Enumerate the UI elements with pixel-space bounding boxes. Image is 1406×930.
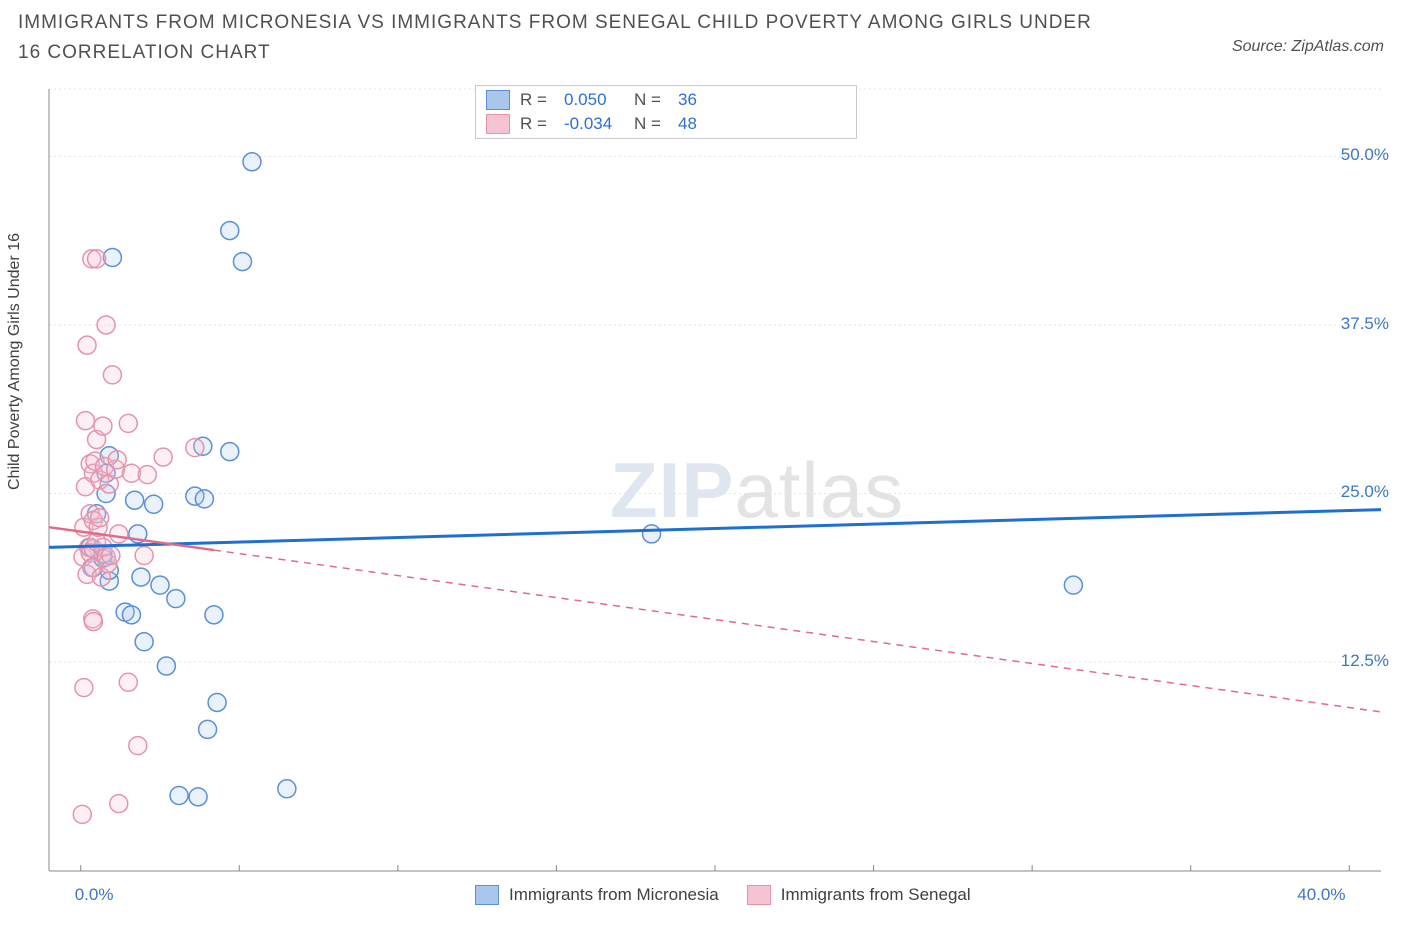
legend-item-micronesia: Immigrants from Micronesia	[475, 885, 719, 905]
y-tick-label: 25.0%	[1341, 482, 1389, 502]
stat-value-n: 48	[678, 114, 738, 134]
series-legend: Immigrants from Micronesia Immigrants fr…	[475, 885, 1075, 905]
y-tick-label: 50.0%	[1341, 145, 1389, 165]
stats-legend: R = 0.050 N = 36 R = -0.034 N = 48	[475, 85, 857, 139]
page-title: IMMIGRANTS FROM MICRONESIA VS IMMIGRANTS…	[18, 8, 1118, 69]
stat-label-r: R =	[520, 90, 554, 110]
legend-label: Immigrants from Micronesia	[509, 885, 719, 905]
stat-label-n: N =	[634, 114, 668, 134]
stat-value-r: 0.050	[564, 90, 624, 110]
y-tick-label: 12.5%	[1341, 651, 1389, 671]
y-axis-label: Child Poverty Among Girls Under 16	[6, 233, 24, 490]
legend-label: Immigrants from Senegal	[781, 885, 971, 905]
stat-value-n: 36	[678, 90, 738, 110]
swatch-icon	[475, 885, 499, 905]
x-tick-label: 0.0%	[75, 885, 114, 905]
swatch-icon	[486, 114, 510, 134]
x-tick-label: 40.0%	[1297, 885, 1345, 905]
stat-label-n: N =	[634, 90, 668, 110]
stat-label-r: R =	[520, 114, 554, 134]
stats-row-senegal: R = -0.034 N = 48	[476, 112, 856, 136]
legend-item-senegal: Immigrants from Senegal	[747, 885, 971, 905]
swatch-icon	[747, 885, 771, 905]
scatter-plot-svg	[45, 85, 1385, 875]
source-credit: Source: ZipAtlas.com	[1232, 38, 1384, 56]
y-tick-label: 37.5%	[1341, 314, 1389, 334]
swatch-icon	[486, 90, 510, 110]
stats-row-micronesia: R = 0.050 N = 36	[476, 88, 856, 112]
stat-value-r: -0.034	[564, 114, 624, 134]
correlation-chart: ZIPatlas R = 0.050 N = 36 R = -0.034 N =…	[45, 85, 1385, 875]
